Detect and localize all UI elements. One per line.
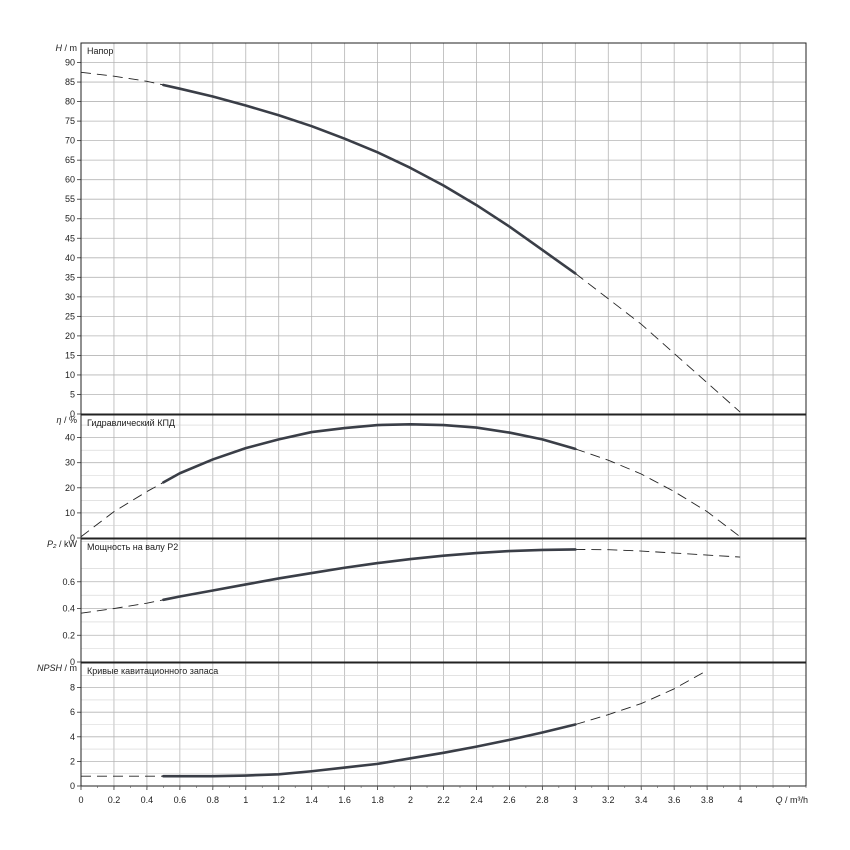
panel-head-ytick-label: 60	[65, 175, 75, 185]
panel-npsh-ytick-label: 4	[70, 732, 75, 742]
xtick-label: 1.8	[371, 795, 384, 805]
panel-power-ylabel-unit: kW	[64, 539, 78, 549]
xtick-label: 3	[573, 795, 578, 805]
panel-head-ytick-label: 50	[65, 214, 75, 224]
panel-head-ytick-label: 5	[70, 389, 75, 399]
panel-npsh-ylabel-name: NPSH	[37, 663, 63, 673]
panel-npsh-ytick-label: 0	[70, 781, 75, 791]
panel-npsh-ytick-label: 2	[70, 756, 75, 766]
panel-head-ytick-label: 40	[65, 253, 75, 263]
panel-power-ylabel-name: P₂	[47, 539, 57, 549]
panel-npsh-ylabel: NPSH / m	[37, 663, 77, 673]
panel-head-ylabel: H / m	[55, 43, 77, 53]
panel-head-frame	[80, 42, 807, 415]
panel-efficiency-frame	[80, 414, 807, 539]
xtick-label: 3.6	[668, 795, 681, 805]
xtick-label: 2.2	[437, 795, 450, 805]
curves	[80, 71, 741, 778]
panel-efficiency-curve-extrapolated-left	[80, 482, 164, 538]
panel-head-ytick-label: 15	[65, 350, 75, 360]
panel-power-ytick-label: 0.6	[62, 577, 75, 587]
panel-efficiency-ytick-label: 10	[65, 508, 75, 518]
panel-power-title: Мощность на валу P2	[87, 542, 178, 552]
panel-head-curve-extrapolated-right	[575, 273, 741, 413]
xtick-label: 0.2	[108, 795, 121, 805]
panel-head-curve-operating	[162, 83, 577, 275]
xtick-label: 2.6	[503, 795, 516, 805]
panel-efficiency-ylabel-unit: %	[69, 415, 77, 425]
panel-head-ytick-label: 0	[70, 409, 75, 419]
panel-efficiency-ylabel-name: η	[56, 415, 61, 425]
panel-power-frame	[80, 538, 807, 663]
panel-npsh-ylabel-unit: m	[70, 663, 78, 673]
panel-head-ytick-label: 45	[65, 233, 75, 243]
xtick-label: 0	[78, 795, 83, 805]
xtick-label: 3.4	[635, 795, 648, 805]
xtick-label: 1.6	[338, 795, 351, 805]
panel-head-ytick-label: 85	[65, 77, 75, 87]
panel-power-curve-extrapolated-right	[575, 548, 741, 558]
panel-npsh-title: Кривые кавитационного запаса	[87, 666, 218, 676]
x-axis-label-unit: m³/h	[790, 795, 808, 805]
x-axis-label-name: Q	[775, 795, 782, 805]
panel-head-ytick-label: 25	[65, 311, 75, 321]
panel-head-ytick-label: 70	[65, 136, 75, 146]
panel-head-ytick-label: 90	[65, 58, 75, 68]
panel-power-curve-extrapolated-left	[80, 599, 164, 614]
panel-efficiency-ytick-label: 20	[65, 483, 75, 493]
panel-npsh-curve-extrapolated-right	[575, 669, 708, 725]
panel-power-ytick-label: 0	[70, 657, 75, 667]
panel-head-ylabel-name: H	[55, 43, 62, 53]
panel-head-ytick-label: 20	[65, 331, 75, 341]
xtick-label: 0.6	[174, 795, 187, 805]
panel-head-title: Напор	[87, 46, 113, 56]
xtick-label: 0.4	[141, 795, 154, 805]
panel-power-ylabel: P₂ / kW	[47, 539, 77, 549]
panel-head-ytick-label: 30	[65, 292, 75, 302]
panel-head-ytick-label: 10	[65, 370, 75, 380]
panel-head-ytick-label: 80	[65, 97, 75, 107]
panel-head-ytick-label: 75	[65, 116, 75, 126]
panel-head-ytick-label: 35	[65, 272, 75, 282]
panel-head-ytick-label: 65	[65, 155, 75, 165]
xtick-label: 2.4	[470, 795, 483, 805]
panel-head-ylabel-unit: m	[70, 43, 78, 53]
panel-efficiency-ytick-label: 30	[65, 458, 75, 468]
xtick-label: 1	[243, 795, 248, 805]
panel-efficiency-curve-extrapolated-right	[575, 448, 741, 538]
xtick-label: 1.2	[272, 795, 285, 805]
panel-npsh-ytick-label: 8	[70, 683, 75, 693]
panel-efficiency-title: Гидравлический КПД	[87, 418, 175, 428]
panel-efficiency-ylabel: η / %	[56, 415, 77, 425]
panel-power-curve-operating	[162, 548, 577, 602]
xtick-label: 1.4	[305, 795, 318, 805]
x-axis-label: Q / m³/h	[775, 795, 808, 805]
panel-efficiency-ytick-label: 0	[70, 533, 75, 543]
panel-efficiency-curve-operating	[162, 422, 577, 484]
panel-frames	[77, 42, 807, 790]
xtick-label: 3.2	[602, 795, 615, 805]
panel-efficiency-ytick-label: 40	[65, 433, 75, 443]
xtick-label: 2.8	[536, 795, 549, 805]
panel-power-ytick-label: 0.4	[62, 604, 75, 614]
panel-head-curve-extrapolated-left	[80, 71, 164, 86]
panel-npsh-curve-operating	[162, 723, 577, 778]
panel-power-ytick-label: 0.2	[62, 630, 75, 640]
panel-head-ytick-label: 55	[65, 194, 75, 204]
xtick-label: 0.8	[207, 795, 220, 805]
panel-npsh-ytick-label: 6	[70, 707, 75, 717]
xtick-label: 4	[738, 795, 743, 805]
xtick-label: 2	[408, 795, 413, 805]
xtick-label: 3.8	[701, 795, 714, 805]
